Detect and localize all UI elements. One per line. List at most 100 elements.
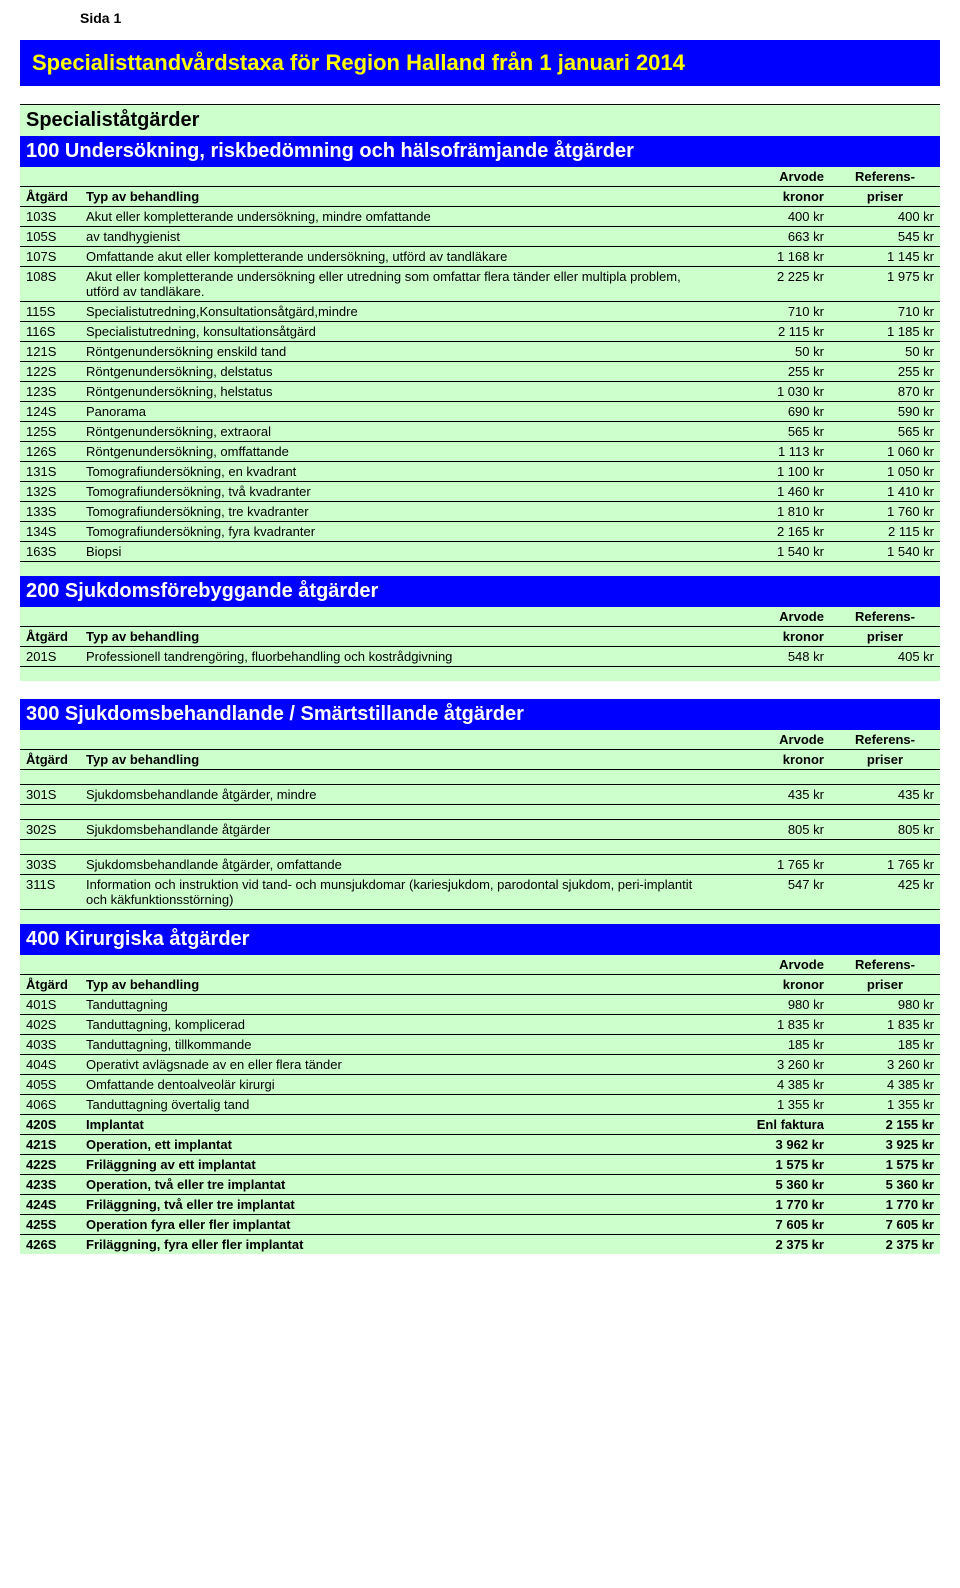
table-row: 406STanduttagning övertalig tand1 355 kr… [20,1095,940,1115]
cell-code: 302S [20,820,80,840]
table-row: 405SOmfattande dentoalveolär kirurgi4 38… [20,1075,940,1095]
cell-arvode: 4 385 kr [710,1075,830,1095]
col-header-atgard: Åtgärd [20,627,80,647]
cell-desc: Professionell tandrengöring, fluorbehand… [80,647,710,667]
cell-ref: 2 115 kr [830,522,940,542]
cell-desc: Tomografiundersökning, en kvadrant [80,462,710,482]
table-row: 426SFriläggning, fyra eller fler implant… [20,1235,940,1255]
cell-desc: Akut eller kompletterande undersökning, … [80,207,710,227]
cell-ref: 3 260 kr [830,1055,940,1075]
cell-desc: Tanduttagning övertalig tand [80,1095,710,1115]
cell-arvode: 565 kr [710,422,830,442]
cell-ref: 50 kr [830,342,940,362]
col-header-arvode: Arvode [710,167,830,187]
cell-arvode: 1 355 kr [710,1095,830,1115]
cell-arvode: 1 770 kr [710,1195,830,1215]
table-row: 133STomografiundersökning, tre kvadrante… [20,502,940,522]
cell-code: 301S [20,785,80,805]
cell-desc: Tanduttagning, komplicerad [80,1015,710,1035]
cell-desc: Panorama [80,402,710,422]
col-header-ref: Referens- [830,607,940,627]
cell-code: 163S [20,542,80,562]
col-header-typ [80,955,710,975]
cell-arvode: 1 100 kr [710,462,830,482]
table-row: 124SPanorama690 kr590 kr [20,402,940,422]
cell-code: 404S [20,1055,80,1075]
cell-arvode: 980 kr [710,995,830,1015]
cell-desc: Friläggning av ett implantat [80,1155,710,1175]
col-header-arvode: Arvode [710,955,830,975]
cell-desc: Friläggning, två eller tre implantat [80,1195,710,1215]
table-row: 303SSjukdomsbehandlande åtgärder, omfatt… [20,855,940,875]
cell-ref: 2 155 kr [830,1115,940,1135]
table-row: 163SBiopsi1 540 kr1 540 kr [20,542,940,562]
col-header-arvode: Arvode [710,730,830,750]
col-header-ref: Referens- [830,167,940,187]
cell-arvode: 548 kr [710,647,830,667]
cell-desc: Implantat [80,1115,710,1135]
cell-ref: 1 540 kr [830,542,940,562]
table-row: 403STanduttagning, tillkommande185 kr185… [20,1035,940,1055]
cell-ref: 1 355 kr [830,1095,940,1115]
section-heading-text: Specialiståtgärder [20,105,940,137]
cell-arvode: 255 kr [710,362,830,382]
cell-arvode: 1 540 kr [710,542,830,562]
cell-arvode: 1 765 kr [710,855,830,875]
table-row: 134STomografiundersökning, fyra kvadrant… [20,522,940,542]
cell-ref: 1 760 kr [830,502,940,522]
section-heading: 100 Undersökning, riskbedömning och häls… [20,136,940,167]
col-header-atgard [20,730,80,750]
cell-code: 115S [20,302,80,322]
cell-desc: Sjukdomsbehandlande åtgärder, omfattande [80,855,710,875]
table-row: 126SRöntgenundersökning, omffattande1 11… [20,442,940,462]
price-table: Specialiståtgärder100 Undersökning, risk… [20,104,940,1254]
table-row: 105Sav tandhygienist663 kr545 kr [20,227,940,247]
cell-desc: Röntgenundersökning enskild tand [80,342,710,362]
col-header-arvode: kronor [710,975,830,995]
cell-ref: 1 145 kr [830,247,940,267]
cell-code: 311S [20,875,80,910]
cell-code: 122S [20,362,80,382]
cell-arvode: 1 575 kr [710,1155,830,1175]
cell-arvode: 7 605 kr [710,1215,830,1235]
table-row: 404SOperativt avlägsnade av en eller fle… [20,1055,940,1075]
col-header-atgard [20,167,80,187]
col-header-typ [80,607,710,627]
table-row: 421SOperation, ett implantat3 962 kr3 92… [20,1135,940,1155]
col-header-atgard: Åtgärd [20,975,80,995]
cell-arvode: 400 kr [710,207,830,227]
cell-arvode: 1 460 kr [710,482,830,502]
cell-ref: 435 kr [830,785,940,805]
col-header-arvode: kronor [710,750,830,770]
cell-ref: 870 kr [830,382,940,402]
cell-ref: 405 kr [830,647,940,667]
section-heading-text: 200 Sjukdomsförebyggande åtgärder [20,576,940,607]
table-row: 125SRöntgenundersökning, extraoral565 kr… [20,422,940,442]
table-row: 401STanduttagning980 kr980 kr [20,995,940,1015]
table-row: 425SOperation fyra eller fler implantat7… [20,1215,940,1235]
cell-arvode: 1 810 kr [710,502,830,522]
cell-ref: 5 360 kr [830,1175,940,1195]
cell-arvode: 2 115 kr [710,322,830,342]
table-row: 107SOmfattande akut eller kompletterande… [20,247,940,267]
col-header-ref: Referens- [830,730,940,750]
col-header-arvode: kronor [710,187,830,207]
col-header-typ: Typ av behandling [80,750,710,770]
gap-row [20,910,940,925]
col-header-atgard: Åtgärd [20,750,80,770]
table-row: 103SAkut eller kompletterande undersökni… [20,207,940,227]
cell-ref: 1 975 kr [830,267,940,302]
cell-desc: Tomografiundersökning, fyra kvadranter [80,522,710,542]
cell-ref: 4 385 kr [830,1075,940,1095]
cell-desc: Biopsi [80,542,710,562]
cell-ref: 7 605 kr [830,1215,940,1235]
cell-ref: 425 kr [830,875,940,910]
col-header-ref: Referens- [830,955,940,975]
cell-ref: 1 765 kr [830,855,940,875]
col-header-typ [80,167,710,187]
cell-desc: Röntgenundersökning, omffattande [80,442,710,462]
table-row: 402STanduttagning, komplicerad1 835 kr1 … [20,1015,940,1035]
cell-ref: 1 185 kr [830,322,940,342]
cell-ref: 980 kr [830,995,940,1015]
table-row: 122SRöntgenundersökning, delstatus255 kr… [20,362,940,382]
